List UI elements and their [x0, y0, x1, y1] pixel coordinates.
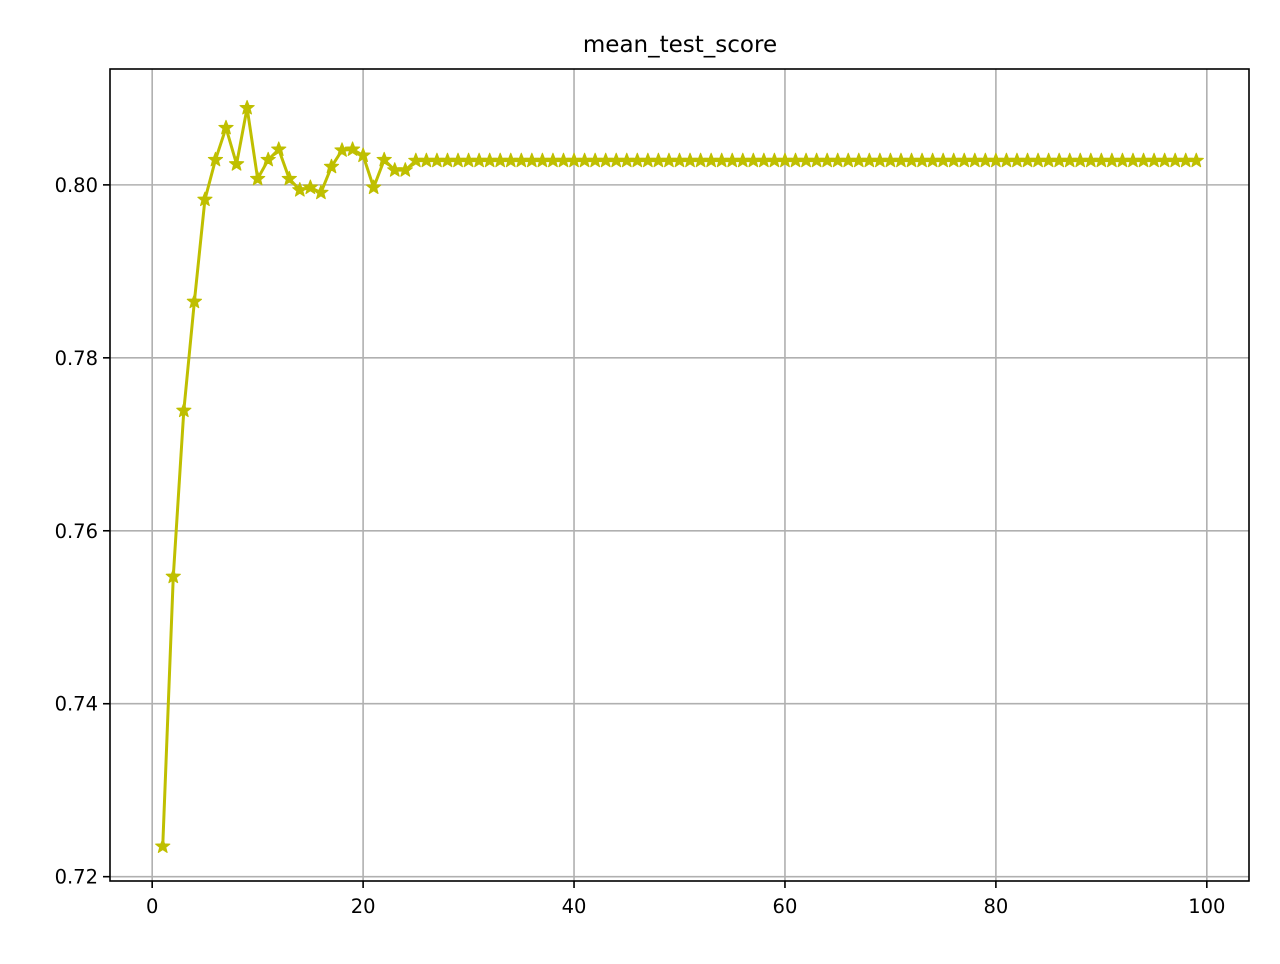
data-point-star [250, 170, 266, 186]
series-line [161, 106, 1197, 847]
data-point-star [313, 184, 329, 200]
data-point-star [260, 151, 276, 167]
grid-lines [110, 69, 1249, 881]
data-point-star [397, 162, 413, 177]
data-point-star [1188, 152, 1204, 168]
data-point-star [355, 147, 371, 163]
data-point-star [302, 179, 319, 195]
data-point-star [334, 142, 350, 157]
data-point-star [218, 119, 234, 135]
data-point-star [344, 141, 361, 156]
data-point-star [197, 191, 213, 207]
data-point-star [228, 156, 245, 171]
data-point-star [239, 99, 255, 115]
y-tick-label: 0.78 [55, 347, 98, 370]
series-group [155, 99, 1204, 853]
data-point-star [292, 182, 308, 197]
y-tick-label: 0.72 [55, 866, 98, 889]
x-tick-label: 40 [562, 895, 587, 918]
data-point-star [323, 158, 340, 174]
data-point-star [165, 568, 181, 584]
chart-title: mean_test_score [583, 32, 777, 58]
y-tick-label: 0.80 [55, 174, 98, 197]
x-tick-label: 60 [773, 895, 798, 918]
axis-ticks: 0 20 40 60 80 100 0.72 0.74 0.76 0.78 0.80 [55, 174, 1226, 918]
x-tick-label: 100 [1188, 895, 1225, 918]
data-point-star [376, 151, 392, 167]
x-tick-label: 20 [351, 895, 376, 918]
data-point-star [176, 402, 192, 418]
data-point-star [207, 151, 224, 167]
y-tick-label: 0.76 [55, 520, 98, 543]
x-tick-label: 80 [983, 895, 1008, 918]
data-point-star [155, 838, 171, 853]
data-point-star [366, 179, 382, 195]
y-tick-label: 0.74 [55, 693, 98, 716]
x-tick-label: 0 [146, 895, 158, 918]
plot-area-frame [109, 68, 1250, 882]
data-point-star [186, 293, 202, 309]
data-point-star [271, 141, 287, 156]
data-point-star [281, 170, 297, 186]
